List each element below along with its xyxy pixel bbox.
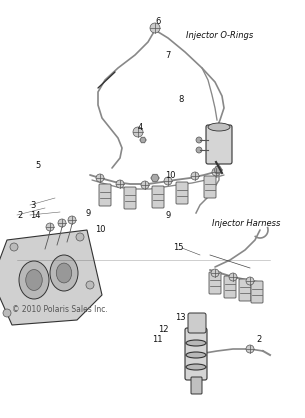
Text: 4: 4 [138, 122, 143, 132]
Circle shape [46, 223, 54, 231]
Ellipse shape [186, 364, 206, 370]
Text: 6: 6 [155, 18, 160, 26]
Polygon shape [140, 138, 146, 143]
FancyBboxPatch shape [204, 176, 216, 198]
Circle shape [212, 168, 220, 176]
Text: 15: 15 [173, 244, 184, 252]
Ellipse shape [186, 340, 206, 346]
Circle shape [164, 177, 172, 185]
Text: 8: 8 [178, 95, 183, 104]
Circle shape [10, 243, 18, 251]
Circle shape [246, 277, 254, 285]
FancyBboxPatch shape [191, 377, 202, 394]
FancyBboxPatch shape [152, 186, 164, 208]
FancyBboxPatch shape [185, 328, 207, 380]
Circle shape [116, 180, 124, 188]
Ellipse shape [186, 352, 206, 358]
Circle shape [141, 181, 149, 189]
Circle shape [211, 269, 219, 277]
Text: 7: 7 [165, 51, 170, 59]
Polygon shape [214, 166, 222, 173]
FancyBboxPatch shape [99, 184, 111, 206]
Text: 11: 11 [152, 336, 163, 344]
FancyBboxPatch shape [251, 281, 263, 303]
Polygon shape [0, 230, 102, 325]
Text: 9: 9 [165, 211, 170, 219]
Circle shape [246, 345, 254, 353]
FancyBboxPatch shape [224, 276, 236, 298]
Ellipse shape [19, 261, 49, 299]
Circle shape [150, 23, 160, 33]
FancyBboxPatch shape [209, 272, 221, 294]
Circle shape [196, 147, 202, 153]
Circle shape [76, 233, 84, 241]
Text: 14: 14 [30, 211, 41, 219]
Polygon shape [151, 175, 159, 181]
Circle shape [3, 309, 11, 317]
Ellipse shape [56, 263, 72, 283]
Circle shape [196, 137, 202, 143]
FancyBboxPatch shape [176, 182, 188, 204]
FancyBboxPatch shape [206, 125, 232, 164]
Text: 9: 9 [85, 209, 90, 217]
Circle shape [86, 281, 94, 289]
Ellipse shape [50, 255, 78, 291]
Text: Injector O-Rings: Injector O-Rings [186, 31, 253, 40]
Text: 2: 2 [256, 336, 261, 344]
Circle shape [96, 174, 104, 182]
Text: 2: 2 [17, 211, 22, 219]
FancyBboxPatch shape [124, 187, 136, 209]
Circle shape [68, 216, 76, 224]
Text: © 2010 Polaris Sales Inc.: © 2010 Polaris Sales Inc. [12, 306, 108, 314]
Circle shape [133, 127, 143, 137]
Circle shape [58, 219, 66, 227]
Text: 12: 12 [158, 326, 168, 334]
Text: 13: 13 [175, 313, 186, 321]
Ellipse shape [208, 123, 230, 131]
FancyBboxPatch shape [188, 313, 206, 333]
Circle shape [191, 172, 199, 180]
Text: 5: 5 [35, 161, 40, 170]
Circle shape [229, 273, 237, 281]
Text: 3: 3 [30, 201, 35, 209]
Text: 10: 10 [95, 225, 106, 234]
FancyBboxPatch shape [239, 279, 251, 301]
Ellipse shape [26, 270, 42, 291]
Text: 10: 10 [165, 171, 175, 179]
Text: Injector Harness: Injector Harness [212, 219, 280, 228]
